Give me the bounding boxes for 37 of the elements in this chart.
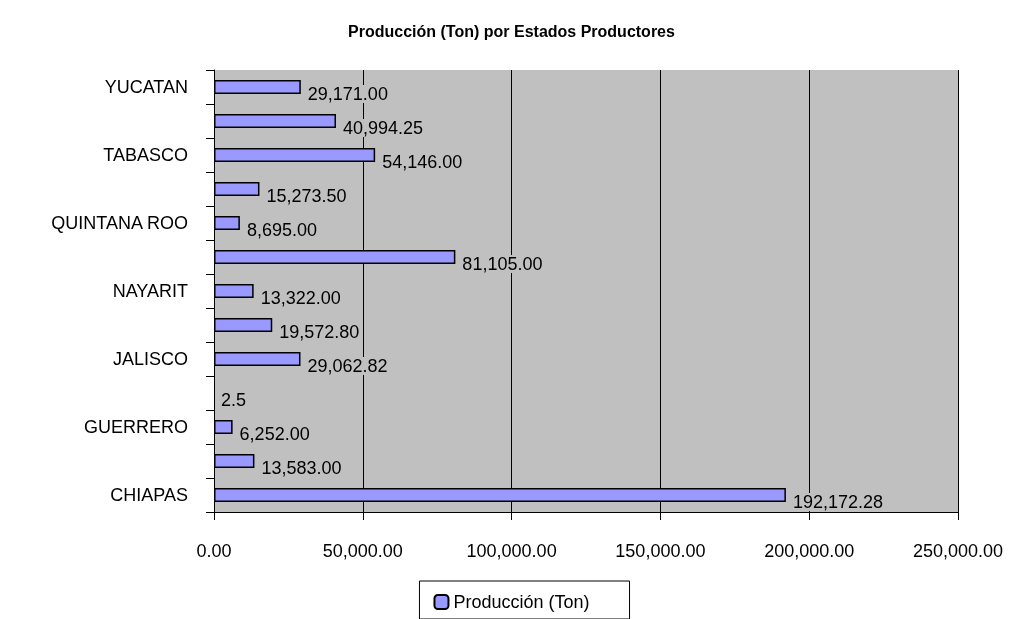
x-tick-label: 150,000.00 xyxy=(615,541,706,561)
bar xyxy=(214,114,336,128)
y-tick-label: QUINTANA ROO xyxy=(51,213,188,233)
data-label: 81,105.00 xyxy=(462,254,543,274)
data-label: 192,172.28 xyxy=(792,492,883,512)
legend-label: Producción (Ton) xyxy=(453,592,590,612)
x-tick-label: 100,000.00 xyxy=(466,541,557,561)
data-label: 13,322.00 xyxy=(260,288,341,308)
x-tick-label: 50,000.00 xyxy=(322,541,403,561)
data-label: 6,252.00 xyxy=(239,424,310,444)
y-tick-label: TABASCO xyxy=(103,145,188,165)
bar xyxy=(214,454,255,468)
data-label: 29,171.00 xyxy=(307,84,388,104)
x-tick-label: 0.00 xyxy=(196,541,232,561)
y-tick-label: NAYARIT xyxy=(112,281,188,301)
bar xyxy=(214,352,301,366)
data-label: 13,583.00 xyxy=(261,458,342,478)
data-label: 54,146.00 xyxy=(382,152,463,172)
bar xyxy=(214,284,254,298)
x-tick-label: 200,000.00 xyxy=(764,541,855,561)
bar xyxy=(214,182,260,196)
data-label: 19,572.80 xyxy=(279,322,360,342)
y-tick-label: YUCATAN xyxy=(104,77,188,97)
bar xyxy=(214,216,240,230)
data-label: 2.5 xyxy=(221,390,247,410)
bar xyxy=(214,80,301,94)
chart-title: Producción (Ton) por Estados Productores xyxy=(348,22,676,40)
x-tick-label: 250,000.00 xyxy=(912,541,1004,561)
data-label: 8,695.00 xyxy=(246,220,317,240)
data-label: 29,062.82 xyxy=(307,356,388,376)
data-label: 40,994.25 xyxy=(343,118,424,138)
data-label: 15,273.50 xyxy=(266,186,347,206)
y-tick-label: JALISCO xyxy=(112,349,188,369)
bar xyxy=(214,420,233,434)
bar xyxy=(214,318,273,332)
y-tick-label: GUERRERO xyxy=(83,417,188,437)
y-tick-label: CHIAPAS xyxy=(110,485,188,505)
